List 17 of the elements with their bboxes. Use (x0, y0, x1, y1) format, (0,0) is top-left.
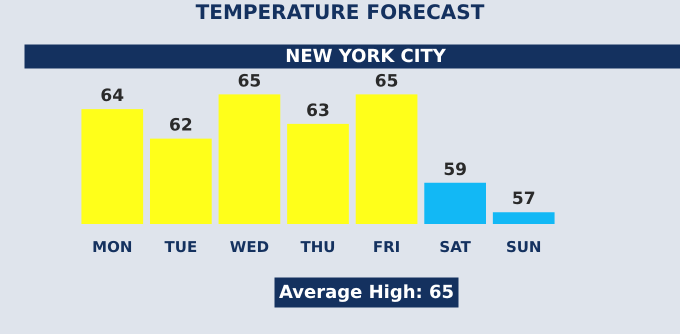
data-label: 62 (169, 116, 193, 136)
data-label: 65 (374, 71, 398, 92)
chart-title: TEMPERATURE FORECAST (196, 0, 485, 24)
data-label: 57 (512, 189, 536, 210)
data-label: 64 (100, 86, 124, 106)
x-tick-label: MON (92, 238, 132, 256)
x-tick-label: SAT (439, 238, 472, 256)
chart-subtitle: NEW YORK CITY (285, 46, 447, 67)
data-label: 65 (238, 71, 262, 92)
x-tick-label: THU (300, 238, 336, 256)
x-tick-label: FRI (372, 238, 400, 256)
x-tick-label: TUE (164, 238, 198, 256)
x-tick-label: SUN (506, 238, 542, 256)
data-label: 63 (306, 100, 330, 121)
annotation: Average High: 65 (279, 282, 454, 303)
data-label: 59 (443, 160, 467, 180)
x-tick-label: WED (230, 238, 270, 256)
